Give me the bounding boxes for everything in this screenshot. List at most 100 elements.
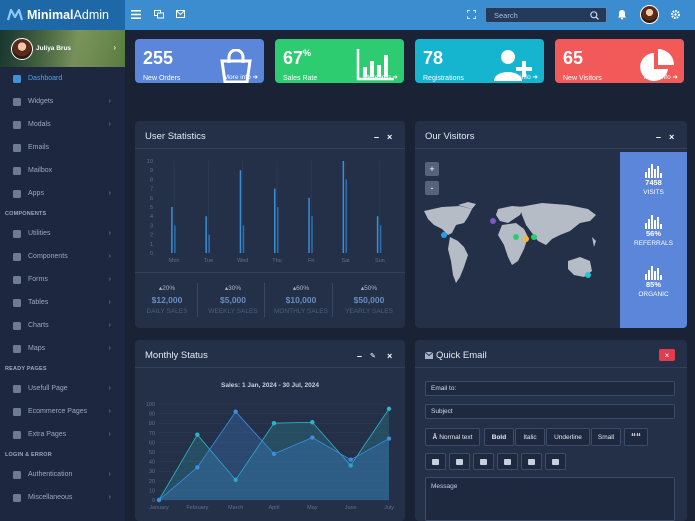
bar[interactable] <box>274 188 276 253</box>
sidebar-item-ecommerce-pages[interactable]: Ecommerce Pages › <box>0 400 125 423</box>
data-point[interactable] <box>233 477 238 483</box>
message-textarea[interactable]: Message <box>425 477 675 521</box>
sidebar-item-maps[interactable]: Maps › <box>0 337 125 360</box>
bar[interactable] <box>205 216 207 253</box>
minimize-icon[interactable]: – <box>357 351 363 361</box>
bar-chart-icon <box>356 49 394 83</box>
map-zoom-out-button[interactable]: - <box>425 181 439 195</box>
data-point[interactable] <box>348 457 353 462</box>
bold-button[interactable]: Bold <box>484 428 514 446</box>
sidebar-item-widgets[interactable]: Widgets › <box>0 90 125 113</box>
brand-logo[interactable]: MinimalAdmin <box>0 0 125 30</box>
data-point[interactable] <box>156 497 162 503</box>
normal-text-dropdown[interactable]: Â Normal text <box>425 428 480 446</box>
more-info-link[interactable]: More info ➜ <box>223 74 258 81</box>
sidebar-item-forms[interactable]: Forms › <box>0 268 125 291</box>
settings-gear-icon[interactable] <box>670 9 681 20</box>
sidebar-item-dashboard[interactable]: Dashboard <box>0 67 125 90</box>
settings-wrench-icon[interactable]: ✎ <box>370 353 376 360</box>
data-point[interactable] <box>386 436 392 441</box>
map-marker[interactable] <box>513 234 519 240</box>
minimize-icon[interactable]: – <box>656 132 662 142</box>
notifications-bell-icon[interactable] <box>617 9 627 20</box>
x-tick-label: March <box>228 505 243 511</box>
search-input[interactable]: Search <box>494 10 518 20</box>
small-button[interactable]: Small <box>591 428 621 446</box>
data-point[interactable] <box>195 465 200 470</box>
fullscreen-icon[interactable] <box>467 10 476 19</box>
mail-icon[interactable] <box>176 10 185 18</box>
user-panel[interactable]: Juliya Brus › <box>0 30 125 67</box>
data-point[interactable] <box>195 432 200 437</box>
data-point[interactable] <box>386 406 392 411</box>
chat-icon[interactable] <box>154 10 164 19</box>
menu-toggle-icon[interactable] <box>131 10 141 19</box>
user-chevron-icon[interactable]: › <box>113 43 116 52</box>
map-marker[interactable] <box>441 232 447 238</box>
data-point[interactable] <box>271 421 277 426</box>
bar[interactable] <box>308 197 310 253</box>
email-to-field[interactable]: Email to: <box>425 381 675 396</box>
image-icon[interactable] <box>545 453 566 470</box>
bar[interactable] <box>311 216 313 253</box>
close-button[interactable]: × <box>659 349 675 361</box>
bar[interactable] <box>379 225 382 253</box>
sidebar-item-authentication[interactable]: Authentication › <box>0 463 125 486</box>
sidebar-item-mailbox[interactable]: Mailbox <box>0 159 125 182</box>
map-marker[interactable] <box>523 236 529 242</box>
link-icon[interactable] <box>521 453 542 470</box>
map-zoom-in-button[interactable]: + <box>425 162 439 176</box>
kpi-caption: MONTHLY SALES <box>274 308 328 315</box>
stat-value: 65 <box>563 48 584 68</box>
data-point[interactable] <box>271 451 277 457</box>
stat-value: 67% <box>283 48 312 68</box>
bar[interactable] <box>242 225 245 253</box>
sidebar-item-label: Components <box>28 253 68 260</box>
bar[interactable] <box>208 234 210 253</box>
bar[interactable] <box>171 207 173 253</box>
sidebar-item-apps[interactable]: Apps › <box>0 182 125 205</box>
world-map[interactable] <box>420 201 610 311</box>
close-icon[interactable]: × <box>387 351 393 361</box>
close-icon[interactable]: × <box>669 132 675 142</box>
quote-button[interactable]: ““ <box>624 428 648 446</box>
user-avatar[interactable] <box>640 5 659 24</box>
data-point[interactable] <box>233 409 238 414</box>
bar[interactable] <box>174 225 176 253</box>
more-info-link[interactable]: More info ➜ <box>363 74 398 81</box>
sidebar-item-miscellaneous[interactable]: Miscellaneous › <box>0 486 125 509</box>
bar[interactable] <box>239 170 242 253</box>
ordered-list-icon[interactable] <box>449 453 470 470</box>
chevron-right-icon: › <box>108 385 111 392</box>
unordered-list-icon[interactable] <box>425 453 446 470</box>
sidebar-item-emails[interactable]: Emails <box>0 136 125 159</box>
sidebar-item-tables[interactable]: Tables › <box>0 291 125 314</box>
bar[interactable] <box>342 161 345 253</box>
y-tick-label: 10 <box>147 159 153 165</box>
map-marker[interactable] <box>531 234 537 240</box>
bar[interactable] <box>376 216 379 253</box>
bar[interactable] <box>345 179 348 253</box>
bar[interactable] <box>277 207 279 253</box>
sidebar-item-modals[interactable]: Modals › <box>0 113 125 136</box>
outdent-icon[interactable] <box>473 453 494 470</box>
data-point[interactable] <box>310 420 315 425</box>
underline-button[interactable]: Underline <box>546 428 590 446</box>
map-marker[interactable] <box>585 272 591 278</box>
y-tick-label: 80 <box>149 421 155 427</box>
search-box[interactable]: Search <box>485 7 607 23</box>
data-point[interactable] <box>310 435 315 440</box>
sidebar-item-charts[interactable]: Charts › <box>0 314 125 337</box>
minimize-icon[interactable]: – <box>374 132 380 142</box>
data-point[interactable] <box>348 463 353 468</box>
sidebar-item-usefull-page[interactable]: Usefull Page › <box>0 377 125 400</box>
sidebar-item-components[interactable]: Components › <box>0 245 125 268</box>
subject-field[interactable]: Subject <box>425 404 675 419</box>
map-marker[interactable] <box>490 218 496 224</box>
search-icon[interactable] <box>590 11 599 20</box>
sidebar-item-extra-pages[interactable]: Extra Pages › <box>0 423 125 446</box>
indent-icon[interactable] <box>497 453 518 470</box>
italic-button[interactable]: Italic <box>515 428 545 446</box>
close-icon[interactable]: × <box>387 132 393 142</box>
sidebar-item-utilities[interactable]: Utilities › <box>0 222 125 245</box>
